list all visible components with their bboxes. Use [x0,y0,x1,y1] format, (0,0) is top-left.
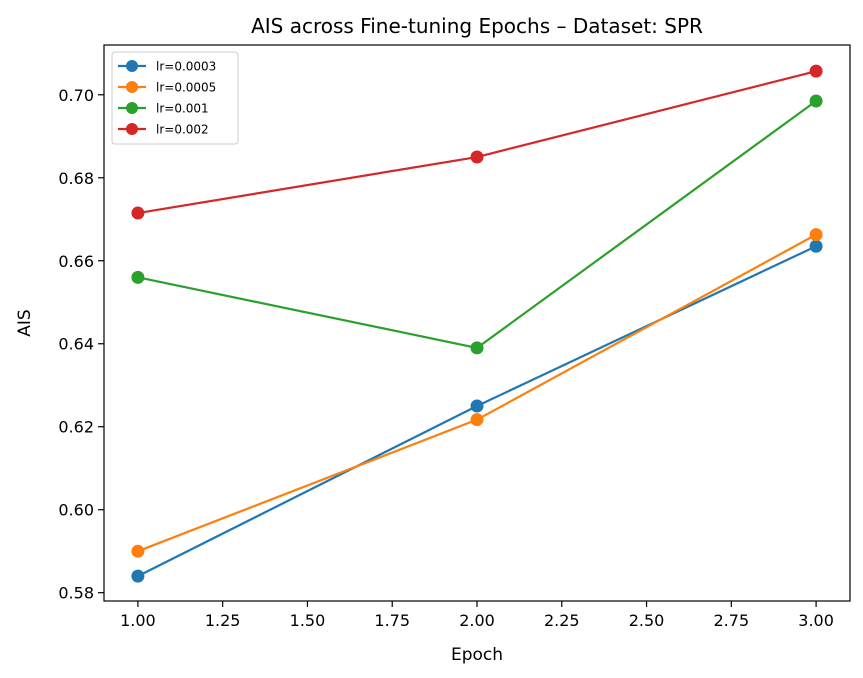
data-point [809,239,823,253]
x-tick-label: 1.50 [290,611,326,630]
data-point [470,341,484,355]
data-point [809,64,823,78]
legend-item: lr=0.0005 [118,81,216,95]
x-tick-label: 2.50 [629,611,665,630]
legend-item: lr=0.001 [118,102,209,116]
x-tick-label: 2.00 [459,611,495,630]
legend-item: lr=0.002 [118,123,209,137]
data-point [470,413,484,427]
series-lr=0.002 [131,64,823,220]
y-axis-label: AIS [15,309,35,336]
series-line [137,100,817,350]
data-point [131,544,145,558]
data-point [131,270,145,284]
legend-item: lr=0.0003 [118,60,216,74]
series-lr=0.0003 [131,239,823,583]
series-lr=0.001 [131,94,823,355]
legend-label: lr=0.0005 [156,81,216,95]
y-tick-label: 0.70 [58,86,94,105]
x-tick-label: 1.25 [205,611,241,630]
data-point [809,228,823,242]
legend-marker [126,81,138,93]
x-axis-label: Epoch [451,645,503,665]
legend-label: lr=0.001 [156,102,209,116]
legend-marker [126,123,138,135]
y-tick-label: 0.68 [58,169,94,188]
legend-label: lr=0.002 [156,123,209,137]
legend-box [111,51,239,145]
legend-marker [126,102,138,114]
chart-title: AIS across Fine-tuning Epochs – Dataset:… [251,14,703,38]
y-tick-label: 0.60 [58,501,94,520]
x-tick-label: 1.00 [120,611,156,630]
legend-label: lr=0.0003 [156,60,216,74]
x-tick-label: 3.00 [798,611,834,630]
series-line [137,233,817,553]
y-axis: 0.58 0.60 0.62 0.64 0.66 0.68 0.70 [58,86,104,603]
series-layer [131,64,823,583]
x-axis: 1.00 1.25 1.50 1.75 2.00 2.25 2.50 2.75 3.00 [120,601,834,630]
x-tick-label: 1.75 [374,611,410,630]
y-tick-label: 0.58 [58,584,94,603]
x-tick-label: 2.75 [714,611,750,630]
data-point [131,569,145,583]
data-point [470,399,484,413]
y-tick-label: 0.66 [58,252,94,271]
data-point [470,150,484,164]
y-tick-label: 0.62 [58,418,94,437]
series-line [137,70,817,215]
series-lr=0.0005 [131,228,823,558]
data-point [809,94,823,108]
data-point [131,206,145,220]
x-tick-label: 2.25 [544,611,580,630]
legend-marker [126,60,138,72]
legend: lr=0.0003 lr=0.0005 lr=0.001 lr=0.002 [111,51,239,145]
y-tick-label: 0.64 [58,335,94,354]
